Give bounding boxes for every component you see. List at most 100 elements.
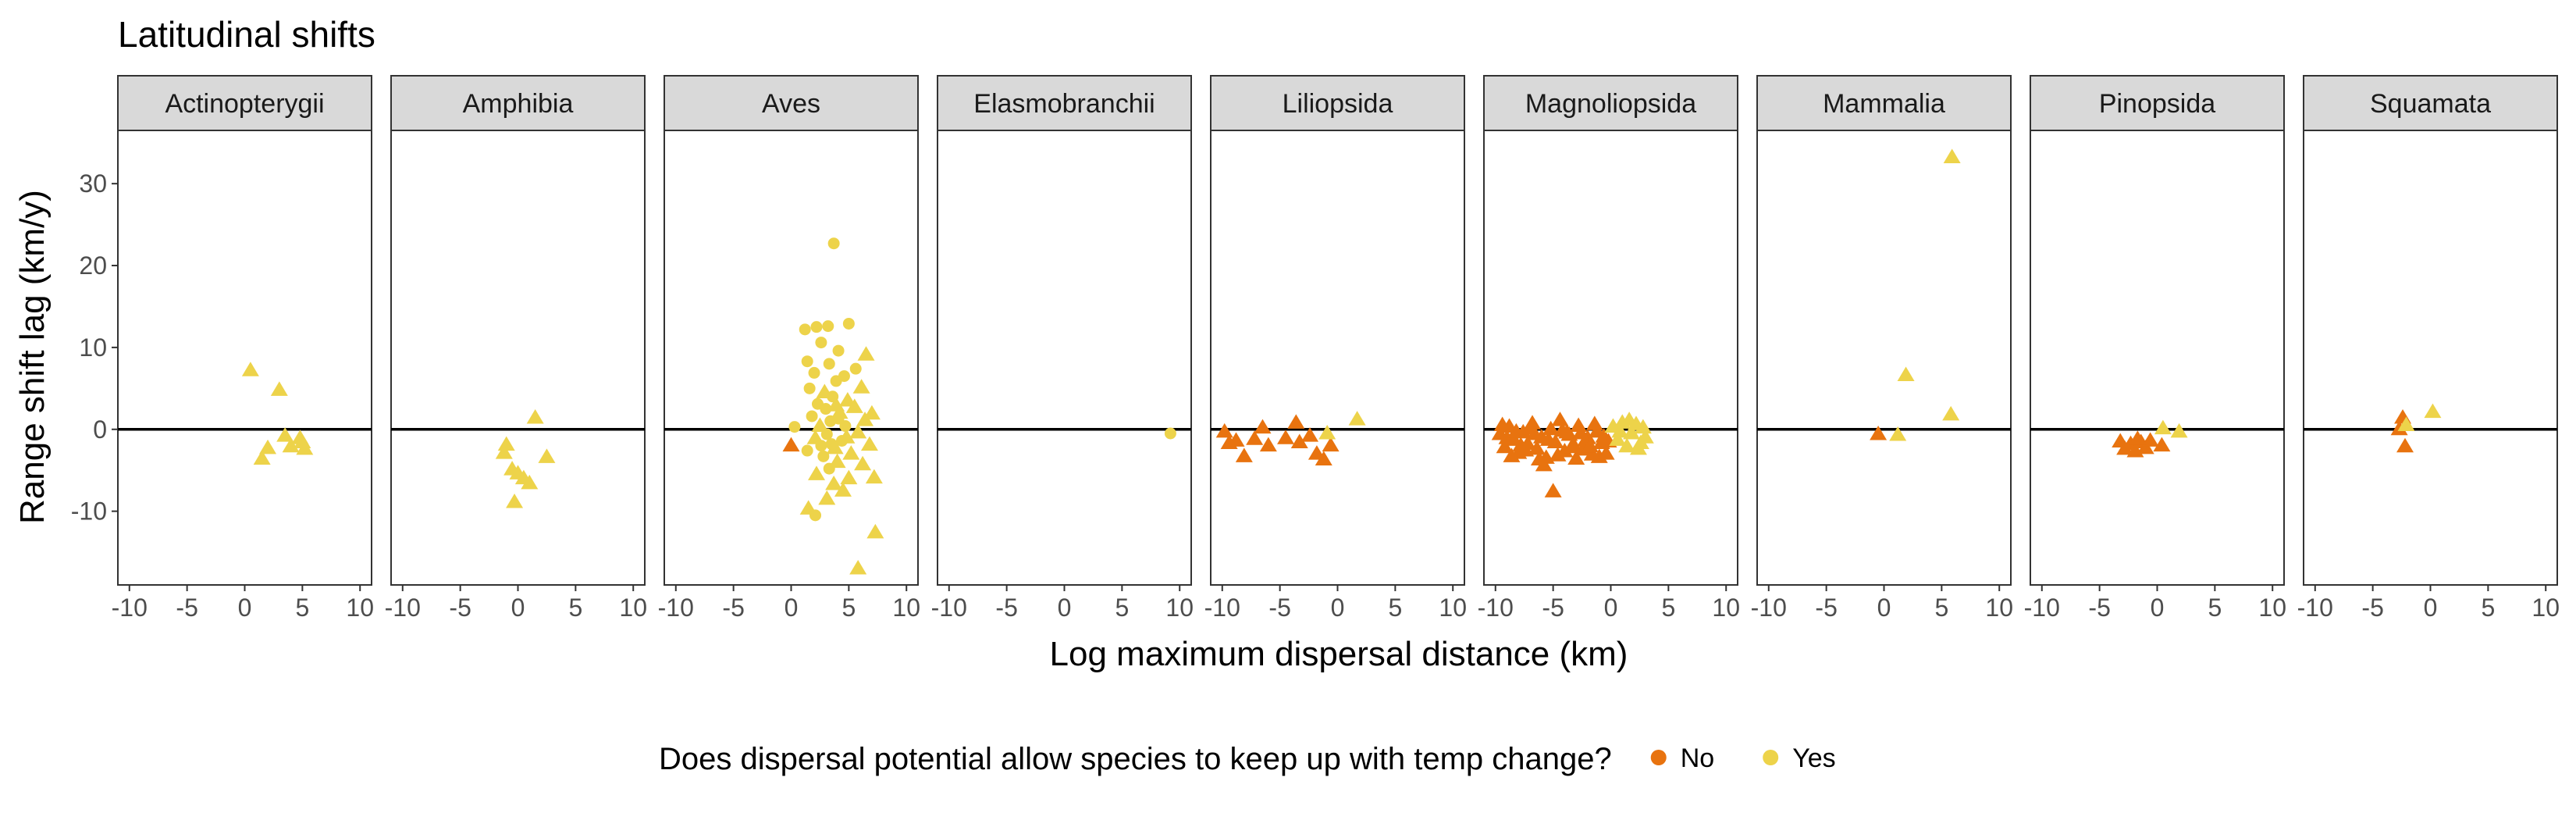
data-point: [1496, 438, 1514, 454]
x-tick-label: 0: [1331, 594, 1345, 622]
data-point: [1567, 450, 1585, 465]
x-tick-label: 0: [511, 594, 525, 622]
data-point: [823, 358, 835, 370]
data-point: [1618, 437, 1636, 453]
x-tick-label: -10: [2297, 594, 2333, 622]
data-point: [2424, 403, 2442, 419]
data-point: [2137, 439, 2154, 455]
data-point: [1254, 419, 1272, 434]
facet-strip: [390, 75, 646, 131]
legend-key-no: [1650, 750, 1667, 765]
data-point: [840, 469, 858, 485]
x-tick-label: 5: [295, 594, 309, 622]
data-point: [1507, 422, 1525, 438]
x-tick-label: -5: [2088, 594, 2110, 622]
data-point: [1634, 419, 1652, 434]
data-point: [822, 320, 834, 333]
data-point: [241, 362, 259, 376]
data-point: [815, 440, 827, 452]
facet-strip-label: Liliopsida: [1283, 89, 1393, 119]
x-tick-label: 10: [1712, 594, 1740, 622]
facet-panel: Amphibia -10 -5 0 5 10: [385, 75, 647, 622]
x-tick-label: -10: [385, 594, 421, 622]
data-point: [825, 475, 843, 490]
data-point: [514, 469, 532, 485]
facet-strip: [1210, 75, 1465, 131]
x-tick-label: -10: [2024, 594, 2060, 622]
data-point: [294, 433, 311, 448]
data-point: [253, 450, 271, 465]
data-point: [270, 381, 288, 396]
data-point: [788, 421, 801, 433]
data-point: [863, 405, 881, 420]
data-point: [815, 337, 827, 349]
data-point: [2153, 437, 2171, 452]
data-point: [1544, 483, 1562, 497]
x-tick-label: -10: [1204, 594, 1240, 622]
x-tick-label: -5: [176, 594, 197, 622]
facet-strip-label: Aves: [762, 89, 820, 119]
x-tick-label: 0: [238, 594, 252, 622]
facet-panel: Elasmobranchii -10 -5 0 5 10: [931, 75, 1194, 622]
data-point: [1897, 366, 1915, 381]
data-point: [2170, 422, 2188, 438]
data-point: [865, 469, 883, 484]
data-point: [1572, 424, 1590, 440]
panel-background: [1756, 130, 2012, 586]
panel-background: [390, 130, 646, 586]
data-point: [799, 323, 811, 336]
x-tick-label: 10: [346, 594, 374, 622]
y-tick-label: 10: [79, 333, 107, 362]
x-tick-label: 0: [2151, 594, 2165, 622]
data-point: [1553, 422, 1571, 437]
legend-label-no: No: [1681, 743, 1714, 773]
data-point: [1246, 430, 1264, 445]
x-tick-label: -10: [1478, 594, 1514, 622]
legend: Does dispersal potential allow species t…: [659, 742, 1836, 776]
data-point: [801, 444, 813, 457]
y-axis-title: Range shift lag (km/y): [13, 190, 52, 524]
x-tick-label: -5: [995, 594, 1017, 622]
data-point: [1563, 438, 1581, 454]
panel-background: [1483, 130, 1738, 586]
facet-panel: Liliopsida -10 -5 0 5 10: [1204, 75, 1467, 622]
data-point: [1493, 416, 1511, 431]
x-tick-label: -5: [2361, 594, 2383, 622]
facet-panel: Aves -10 -5 0 5 10: [658, 75, 920, 622]
y-tick-label: 0: [93, 415, 107, 444]
data-point: [832, 412, 845, 425]
data-point: [1164, 427, 1176, 440]
x-tick-label: 5: [568, 594, 582, 622]
facet-strip-label: Actinopterygii: [165, 89, 324, 119]
x-tick-label: 5: [2481, 594, 2495, 622]
data-point: [860, 436, 878, 451]
data-point: [808, 366, 820, 379]
facet-strip-label: Pinopsida: [2099, 89, 2215, 119]
data-point: [1581, 437, 1599, 453]
facet-panel: Mammalia -10 -5 0 5 10: [1751, 75, 2013, 622]
data-point: [1227, 432, 1245, 447]
facet-strip-label: Magnoliopsida: [1525, 89, 1696, 119]
data-point: [495, 444, 513, 459]
data-point: [1551, 412, 1569, 426]
data-point: [1942, 405, 1960, 421]
data-point: [849, 559, 867, 575]
data-point: [1259, 437, 1277, 452]
x-tick-label: -5: [722, 594, 744, 622]
data-point: [820, 428, 833, 440]
data-point: [1301, 427, 1319, 442]
data-point: [2390, 420, 2408, 436]
x-tick-label: -10: [112, 594, 148, 622]
x-tick-label: -5: [1542, 594, 1564, 622]
data-point: [834, 482, 852, 497]
data-point: [1526, 426, 1543, 440]
data-point: [830, 375, 842, 387]
data-point: [506, 494, 524, 508]
facet-strip: [664, 75, 919, 131]
x-tick-label: 10: [1985, 594, 2013, 622]
data-point: [1943, 148, 1961, 164]
data-point: [806, 410, 818, 422]
panel-background: [1210, 130, 1465, 586]
facet-strip: [117, 75, 372, 131]
